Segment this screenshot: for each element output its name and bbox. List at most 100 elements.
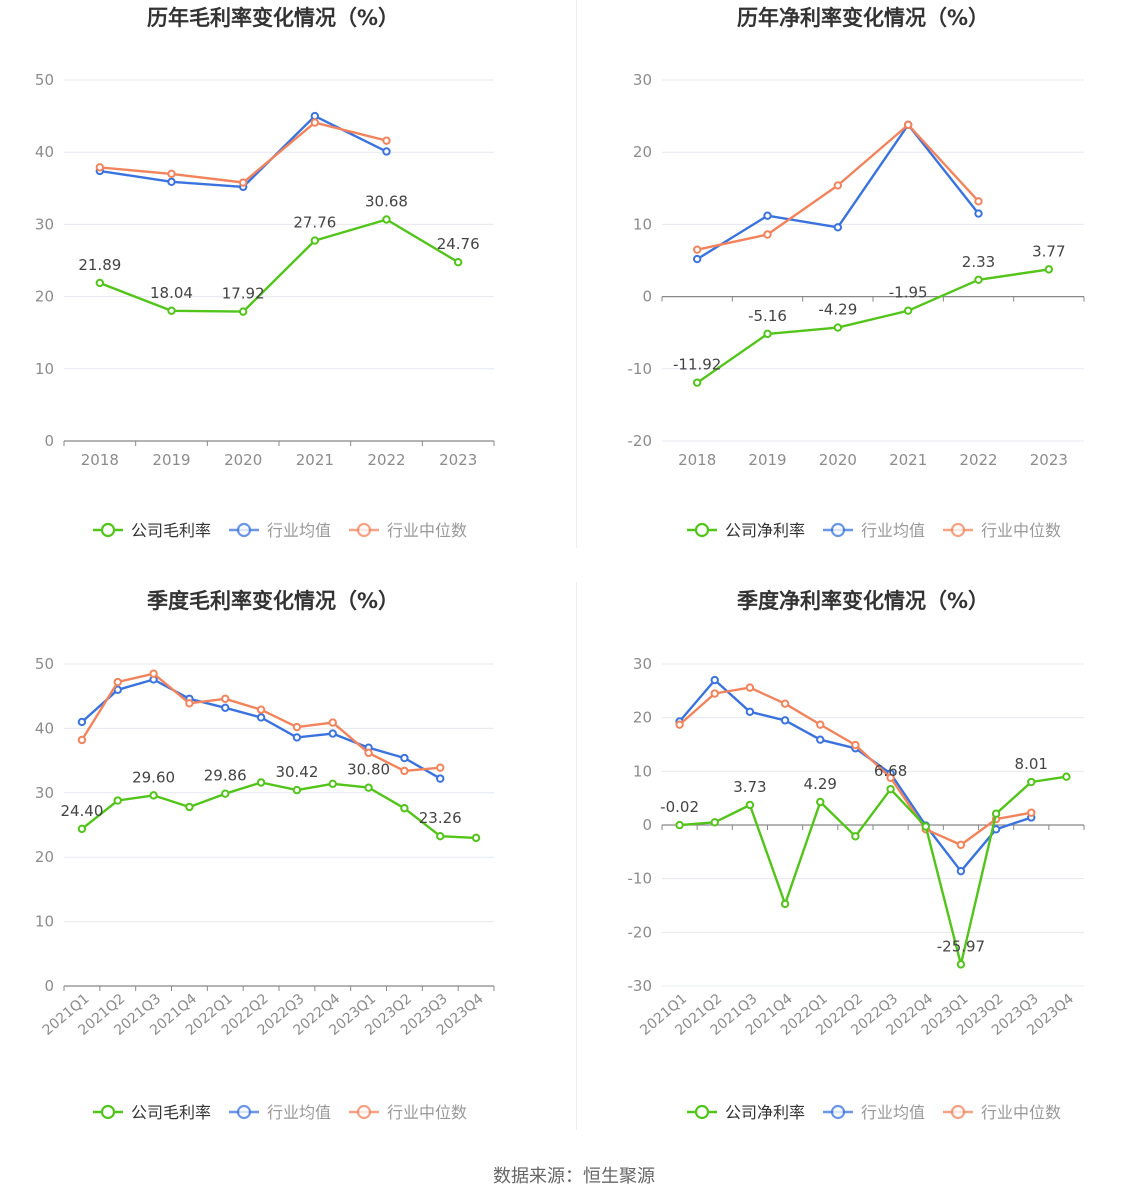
data-point xyxy=(328,779,337,788)
legend-marker xyxy=(236,1104,252,1120)
data-point xyxy=(1062,772,1071,781)
data-label: 24.76 xyxy=(437,235,480,253)
series-line xyxy=(81,781,477,840)
legend-marker xyxy=(356,1104,372,1120)
data-point xyxy=(436,774,445,783)
data-point xyxy=(382,136,391,145)
y-tick-label: 20 xyxy=(35,848,54,866)
x-tick-label: 2023 xyxy=(1030,451,1068,469)
y-tick-label: 40 xyxy=(35,143,54,161)
data-point xyxy=(745,800,755,810)
data-point xyxy=(256,713,266,722)
legend-marker xyxy=(100,522,116,538)
legend-marker xyxy=(100,1104,116,1120)
legend-item: 行业中位数 xyxy=(349,521,467,540)
series-行业中位数 xyxy=(77,669,445,776)
vertical-divider-bottom xyxy=(576,582,577,1130)
data-point xyxy=(238,307,248,316)
data-label: -0.02 xyxy=(660,798,699,816)
data-point xyxy=(763,211,772,220)
data-label: 30.42 xyxy=(275,763,318,781)
data-point xyxy=(364,748,373,758)
legend: 公司毛利率 行业均值 行业中位数 xyxy=(93,521,467,540)
data-point xyxy=(1027,777,1036,787)
legend-marker xyxy=(236,522,252,538)
y-tick-label: 20 xyxy=(35,288,54,306)
legend-label: 公司毛利率 xyxy=(131,1103,211,1122)
data-point xyxy=(692,254,702,264)
legend: 公司净利率 行业均值 行业中位数 xyxy=(687,1103,1061,1122)
data-point xyxy=(400,804,409,813)
data-point xyxy=(364,783,373,792)
data-label: 24.40 xyxy=(60,802,103,820)
data-label: 29.86 xyxy=(204,767,247,785)
legend-marker xyxy=(950,1104,966,1120)
legend-item: 公司毛利率 xyxy=(93,1103,211,1122)
data-point xyxy=(221,789,230,798)
chart-4: 季度净利率变化情况（%）-30-20-1001020302021Q12021Q2… xyxy=(628,589,1085,1122)
data-label: 29.60 xyxy=(132,768,175,786)
y-tick-label: 10 xyxy=(633,215,652,233)
data-point xyxy=(256,705,266,714)
data-point xyxy=(292,785,302,795)
data-point xyxy=(816,720,825,729)
data-point xyxy=(328,729,337,738)
legend-marker xyxy=(356,522,372,538)
legend: 公司净利率 行业均值 行业中位数 xyxy=(687,521,1061,540)
data-point xyxy=(382,147,391,156)
series-line xyxy=(99,114,388,189)
data-point xyxy=(833,223,843,232)
data-label: 3.77 xyxy=(1032,242,1065,260)
legend-item: 公司毛利率 xyxy=(93,521,211,540)
chart-title: 季度净利率变化情况（%） xyxy=(737,589,989,613)
series-line xyxy=(696,268,1049,384)
legend-label: 行业均值 xyxy=(267,1103,331,1122)
data-point xyxy=(780,899,790,909)
data-point xyxy=(816,735,825,744)
data-point xyxy=(167,306,176,315)
y-tick-label: 20 xyxy=(633,709,652,727)
source-note: 数据来源：恒生聚源 xyxy=(493,1166,655,1187)
series-公司净利率: -11.92 -5.16 -4.29 -1.95 2.33 3.77 xyxy=(673,242,1066,387)
data-point xyxy=(675,820,684,830)
legend-label: 行业均值 xyxy=(861,1103,925,1122)
data-point xyxy=(710,675,719,685)
data-point xyxy=(310,236,320,245)
data-point xyxy=(221,703,230,712)
data-point xyxy=(167,169,176,179)
y-tick-label: 30 xyxy=(633,655,652,673)
data-point xyxy=(833,181,843,190)
x-tick-label: 2021 xyxy=(889,451,927,469)
data-point xyxy=(149,791,158,800)
data-point xyxy=(400,766,409,776)
data-point xyxy=(400,753,409,763)
data-label: 18.04 xyxy=(150,284,193,302)
data-point xyxy=(886,784,895,794)
chart-title: 季度毛利率变化情况（%） xyxy=(147,589,399,613)
data-point xyxy=(692,378,702,387)
data-point xyxy=(780,699,790,708)
data-point xyxy=(185,802,194,812)
legend-item: 行业中位数 xyxy=(943,521,1061,540)
data-point xyxy=(382,215,391,224)
data-point xyxy=(886,773,895,782)
legend-item: 公司净利率 xyxy=(687,1103,805,1122)
series-行业中位数 xyxy=(675,683,1036,850)
legend-item: 公司净利率 xyxy=(687,521,805,540)
legend-label: 公司毛利率 xyxy=(131,521,211,540)
x-tick-label: 2020 xyxy=(224,451,262,469)
x-tick-label: 2019 xyxy=(152,451,190,469)
legend-label: 公司净利率 xyxy=(725,521,805,540)
series-公司净利率: -0.02 3.73 4.29 6.68 -25.97 8.01 xyxy=(660,755,1071,969)
y-tick-label: 30 xyxy=(35,215,54,233)
data-point xyxy=(95,278,105,288)
data-label: 21.89 xyxy=(78,256,121,274)
data-point xyxy=(956,960,966,969)
legend-label: 行业中位数 xyxy=(981,521,1061,540)
data-point xyxy=(851,832,860,841)
series-line xyxy=(678,678,1032,873)
data-point xyxy=(95,163,105,172)
series-line xyxy=(679,775,1067,966)
x-tick-label: 2018 xyxy=(678,451,716,469)
